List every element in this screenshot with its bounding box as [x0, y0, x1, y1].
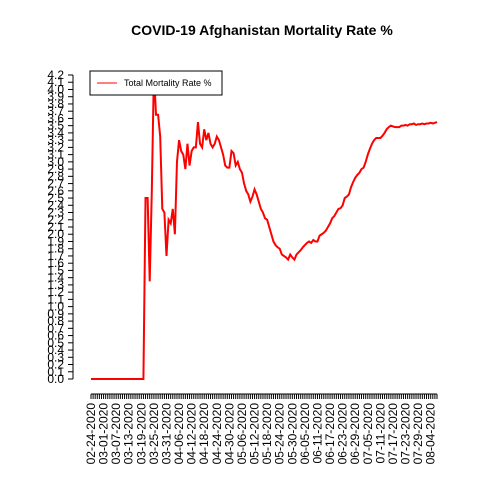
- y-tick-label: 1.8: [47, 242, 64, 256]
- chart-title: COVID-19 Afghanistan Mortality Rate %: [131, 22, 393, 38]
- y-tick-label: 3.7: [47, 104, 64, 118]
- y-tick-label: 3.5: [47, 119, 64, 133]
- x-tick-label: 04-12-2020: [185, 403, 199, 465]
- y-tick-label: 2.1: [47, 220, 64, 234]
- x-tick-label: 03-19-2020: [134, 403, 148, 465]
- y-tick-label: 0.6: [47, 329, 64, 343]
- x-tick-label: 06-05-2020: [298, 403, 312, 465]
- x-tick-label: 03-01-2020: [97, 403, 111, 465]
- x-tick-label: 02-24-2020: [84, 403, 98, 465]
- x-tick-label: 06-17-2020: [323, 403, 337, 465]
- x-tick-label: 04-06-2020: [172, 403, 186, 465]
- data-line: [91, 71, 438, 380]
- y-tick-label: 2.5: [47, 191, 64, 205]
- x-tick-label: 04-24-2020: [210, 403, 224, 465]
- y-tick-label: 2.4: [47, 198, 64, 212]
- y-tick-label: 3.8: [47, 97, 64, 111]
- y-tick-label: 1.3: [47, 278, 64, 292]
- y-tick-label: 1.2: [47, 285, 64, 299]
- x-tick-label: 07-11-2020: [373, 403, 387, 464]
- x-tick-label: 06-23-2020: [336, 403, 350, 465]
- x-tick-label: 07-23-2020: [399, 403, 413, 465]
- x-tick-label: 07-29-2020: [411, 403, 425, 465]
- x-tick-label: 06-29-2020: [348, 403, 362, 465]
- x-tick-label: 06-11-2020: [310, 403, 324, 464]
- y-tick-label: 0.7: [47, 321, 64, 335]
- y-tick-label: 2.0: [47, 227, 64, 241]
- legend-label: Total Mortality Rate %: [124, 78, 212, 88]
- x-tick-label: 05-12-2020: [248, 403, 262, 465]
- y-tick-label: 3.4: [47, 126, 64, 140]
- x-tick-label: 05-30-2020: [285, 403, 299, 465]
- y-tick-label: 4.2: [47, 68, 64, 82]
- y-tick-label: 0.9: [47, 307, 64, 321]
- y-tick-label: 0.1: [47, 365, 64, 379]
- y-tick-label: 4.0: [47, 82, 64, 96]
- x-tick-label: 03-07-2020: [109, 403, 123, 465]
- y-tick-label: 3.9: [47, 90, 64, 104]
- y-tick-label: 1.1: [47, 292, 64, 306]
- y-tick-label: 2.7: [47, 177, 64, 191]
- x-tick-label: 05-18-2020: [260, 403, 274, 465]
- x-tick-label: 03-13-2020: [122, 403, 136, 465]
- y-tick-label: 0.0: [47, 372, 64, 386]
- x-tick-label: 04-18-2020: [197, 403, 211, 465]
- y-tick-label: 1.7: [47, 249, 64, 263]
- y-tick-label: 3.3: [47, 133, 64, 147]
- y-tick-label: 0.8: [47, 314, 64, 328]
- y-tick-label: 0.5: [47, 336, 64, 350]
- y-tick-label: 4.1: [47, 75, 64, 89]
- y-tick-label: 1.4: [47, 271, 64, 285]
- y-tick-label: 2.6: [47, 184, 64, 198]
- x-tick-label: 08-04-2020: [424, 403, 438, 465]
- x-tick-label: 04-30-2020: [222, 403, 236, 465]
- y-tick-label: 2.9: [47, 162, 64, 176]
- y-tick-label: 1.5: [47, 263, 64, 277]
- x-tick-label: 03-25-2020: [147, 403, 161, 465]
- x-tick-label: 07-05-2020: [361, 403, 375, 465]
- y-tick-label: 2.8: [47, 169, 64, 183]
- y-tick-label: 3.6: [47, 111, 64, 125]
- y-tick-label: 2.2: [47, 213, 64, 227]
- x-tick-label: 07-17-2020: [386, 403, 400, 465]
- y-tick-label: 3.0: [47, 155, 64, 169]
- y-tick-label: 3.1: [47, 148, 64, 162]
- x-tick-label: 03-31-2020: [159, 403, 173, 465]
- x-tick-label: 05-24-2020: [273, 403, 287, 465]
- y-tick-label: 1.6: [47, 256, 64, 270]
- y-tick-label: 2.3: [47, 206, 64, 220]
- y-tick-label: 0.3: [47, 350, 64, 364]
- y-tick-label: 1.0: [47, 300, 64, 314]
- y-tick-label: 0.4: [47, 343, 64, 357]
- y-tick-label: 3.2: [47, 140, 64, 154]
- y-tick-label: 1.9: [47, 234, 64, 248]
- y-tick-label: 0.2: [47, 358, 64, 372]
- x-tick-label: 05-06-2020: [235, 403, 249, 465]
